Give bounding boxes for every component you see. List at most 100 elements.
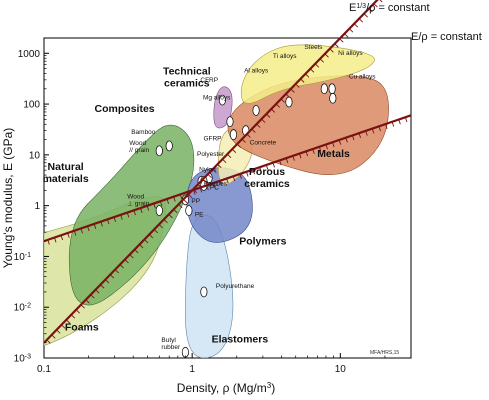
family-label-technical-ceramics: ceramics [164, 78, 210, 90]
family-label-foams: Foams [65, 321, 99, 333]
family-label-porous-ceramics: Porous [249, 166, 285, 178]
guide-hatch [222, 158, 227, 163]
material-label-polyurethane: Polyurethane [216, 283, 255, 290]
material-label-wood-grain: // grain [129, 147, 149, 154]
material-point-al-alloys [252, 105, 260, 116]
guide-hatch [124, 259, 129, 264]
guide-hatch [232, 176, 236, 182]
material-label-steels: Steels [304, 44, 323, 51]
guide-hatch [163, 219, 168, 224]
guide-hatch [285, 157, 289, 164]
material-label-mg-alloys: Mg alloys [203, 95, 231, 102]
guide-hatch [153, 229, 159, 234]
guide-hatch [305, 73, 310, 78]
material-label-butyl-rubber: rubber [161, 344, 181, 351]
guide-hatch [207, 173, 212, 179]
guide-hatch [134, 249, 139, 254]
credit-label: MFA/HRS,15 [370, 350, 399, 356]
guide-hatch [325, 144, 328, 150]
guide-hatch [373, 3, 378, 8]
guide-hatch [53, 237, 57, 243]
y-tick-label: 100 [23, 100, 40, 111]
guide-hatch [159, 201, 163, 207]
guide-hatch [80, 304, 85, 309]
x-tick-label: 0.1 [37, 364, 51, 375]
guide-hatch [192, 188, 198, 194]
guide-hatch [251, 128, 256, 133]
material-label-polyester: Polyester [197, 151, 225, 158]
guide-line-e-constant [43, 114, 412, 243]
guide-hatch [206, 185, 209, 191]
family-label-composites: Composites [95, 103, 155, 115]
y-tick-label: 1 [34, 201, 40, 212]
guide-hatch [153, 203, 156, 209]
guide-hatch [272, 162, 275, 168]
guide-hatch [358, 133, 362, 139]
guide-hatch [173, 196, 176, 202]
guide-hatch [212, 168, 217, 174]
material-point-gfrp [229, 129, 238, 140]
guide-hatch [324, 53, 329, 58]
guide-label-e-rho: E/ρ = constant [411, 31, 482, 43]
family-region-technical-ceramics [240, 44, 375, 104]
y-tick-label: 10-1 [14, 251, 31, 263]
guide-hatch [312, 148, 315, 154]
guide-hatch [119, 264, 124, 269]
guide-hatch [295, 83, 300, 88]
family-region-natural-materials [68, 124, 195, 306]
family-region-composites [213, 86, 233, 129]
material-label-butyl-rubber: Butyl [161, 337, 176, 344]
guide-hatch [292, 155, 295, 161]
guide-hatch [351, 135, 355, 141]
guide-hatch [56, 329, 61, 334]
guide-hatch [212, 182, 216, 188]
guide-hatch [85, 299, 90, 304]
guide-hatch [197, 183, 202, 189]
y-tick-label: 10 [29, 150, 41, 161]
y-axis-label: Young's modulus, E (GPa) [1, 128, 15, 269]
guide-hatch [338, 139, 342, 145]
y-tick-label: 1000 [18, 49, 41, 60]
guide-hatch [246, 171, 249, 177]
guide-hatch [256, 123, 261, 128]
guide-hatch [334, 43, 339, 48]
guide-hatch [226, 178, 229, 184]
guide-line-e-1-3-constant [43, 0, 379, 344]
x-ticks: 0.1 1 10 [37, 353, 412, 375]
guide-hatch [241, 138, 246, 143]
guide-hatch [183, 199, 188, 204]
material-point-cu-alloys [329, 92, 337, 104]
guide-hatch [319, 58, 324, 63]
guide-hatch [385, 123, 388, 129]
guide-hatch [106, 219, 110, 225]
guide-hatch [371, 128, 375, 134]
guide-hatch [87, 226, 90, 232]
material-labels: Al alloys Ti alloys Steels Ni alloys Cu allo… [127, 44, 376, 351]
guide-hatch [285, 93, 290, 98]
guide-hatch [314, 63, 320, 68]
guide-hatch [275, 103, 281, 108]
material-label-wood-grain: ⊥ grain [127, 201, 149, 208]
guide-hatch [199, 187, 203, 193]
material-label-ti-alloys: Ti alloys [273, 53, 297, 60]
family-label-natural-materials: materials [43, 173, 89, 185]
guide-hatch [265, 164, 269, 170]
guide-hatch [179, 194, 183, 200]
family-region-elastomers [185, 214, 234, 358]
guide-hatch [93, 223, 97, 229]
material-label-epoxies: Epoxies [204, 180, 228, 187]
guide-hatch [109, 274, 115, 279]
guide-hatch [129, 254, 134, 259]
guide-hatch [391, 121, 395, 127]
material-point-polyurethane [200, 286, 208, 298]
guide-hatch [75, 309, 80, 314]
guide-hatch [144, 239, 149, 244]
guide-hatch [309, 68, 315, 73]
x-tick-label: 1 [189, 364, 195, 375]
guide-hatch [202, 178, 207, 184]
guide-label-e-cube-root-rho: E1/3/ρ = constant [349, 2, 430, 14]
x-tick-label: 10 [335, 364, 347, 375]
material-label-al-alloys: Al alloys [244, 67, 269, 74]
y-tick-exponent: -3 [25, 353, 31, 360]
